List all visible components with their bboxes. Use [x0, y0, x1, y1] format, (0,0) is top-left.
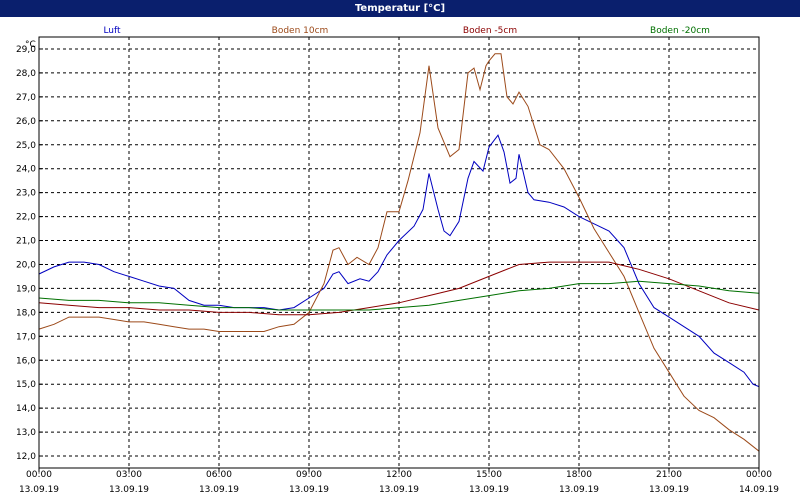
chart-background — [0, 17, 800, 500]
x-tick-date-label: 13.09.19 — [379, 485, 419, 495]
chart-title-bar: Temperatur [°C] — [0, 0, 800, 17]
y-tick-label: 22,0 — [16, 213, 36, 223]
legend-entry: Boden -20cm — [650, 26, 710, 36]
x-tick-date-label: 13.09.19 — [19, 485, 59, 495]
y-tick-label: 14,0 — [16, 404, 36, 414]
series-line-boden-10cm — [38, 53, 760, 452]
y-tick-label: 24,0 — [16, 165, 36, 175]
y-tick-label: 16,0 — [16, 356, 36, 366]
series-line-boden-20cm — [38, 280, 760, 311]
y-tick-label: 27,0 — [16, 93, 36, 103]
y-tick-label: 26,0 — [16, 117, 36, 127]
chart-series-group — [38, 53, 760, 452]
chart-title: Temperatur [°C] — [354, 3, 446, 14]
x-tick-time-label: 00:00 — [26, 470, 52, 480]
x-tick-date-label: 13.09.19 — [559, 485, 599, 495]
x-tick-time-label: 12:00 — [386, 470, 412, 480]
y-tick-label: 23,0 — [16, 189, 36, 199]
series-line-luft — [38, 134, 760, 388]
y-tick-label: 17,0 — [16, 332, 36, 342]
y-tick-labels: 12,0 13,0 14,0 15,0 16,0 17,0 18,0 19,0 20,0 21,0… — [16, 45, 36, 462]
plot-frame — [38, 36, 760, 469]
x-tick-time-label: 00:00 — [746, 470, 772, 480]
chart-grid — [38, 37, 760, 472]
x-tick-labels: 00:00 13.09.19 03:00 13.09.19 06:00 13.09.19 0… — [19, 470, 779, 495]
x-tick-time-label: 09:00 — [296, 470, 322, 480]
x-tick-time-label: 18:00 — [566, 470, 592, 480]
legend-entry: Boden -5cm — [463, 26, 517, 36]
y-tick-label: 13,0 — [16, 428, 36, 438]
x-tick-date-label: 13.09.19 — [199, 485, 239, 495]
y-tick-label: 20,0 — [16, 260, 36, 270]
y-tick-label: 29,0 — [16, 45, 36, 55]
y-tick-label: 28,0 — [16, 69, 36, 79]
y-tick-label: 18,0 — [16, 308, 36, 318]
x-tick-time-label: 03:00 — [116, 470, 142, 480]
y-tick-label: 25,0 — [16, 141, 36, 151]
y-tick-label: 15,0 — [16, 380, 36, 390]
x-tick-time-label: 06:00 — [206, 470, 232, 480]
legend-entry: Boden 10cm — [272, 26, 329, 36]
x-tick-date-label: 13.09.19 — [469, 485, 509, 495]
chart-legend: Luft Boden 10cm Boden -5cm Boden -20cm — [103, 26, 710, 36]
x-tick-time-label: 15:00 — [476, 470, 502, 480]
series-line-boden-5cm — [38, 261, 760, 316]
temperature-chart: °C 12,0 13,0 14,0 15,0 16,0 17,0 18,0 19,0 20,0 2… — [0, 17, 800, 500]
x-tick-date-label: 13.09.19 — [649, 485, 689, 495]
x-tick-time-label: 21:00 — [656, 470, 682, 480]
x-tick-date-label: 13.09.19 — [109, 485, 149, 495]
legend-entry: Luft — [103, 26, 121, 36]
y-tick-label: 12,0 — [16, 452, 36, 462]
x-tick-date-label: 13.09.19 — [289, 485, 329, 495]
x-tick-date-label: 14.09.19 — [739, 485, 779, 495]
y-tick-label: 21,0 — [16, 237, 36, 247]
y-tick-label: 19,0 — [16, 284, 36, 294]
y-axis-unit-label: °C — [25, 40, 36, 50]
